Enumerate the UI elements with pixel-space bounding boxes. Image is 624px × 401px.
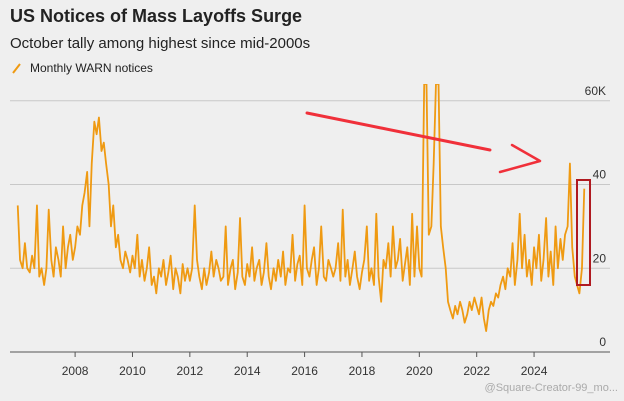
x-tick-label: 2022	[463, 364, 490, 378]
chart-subtitle: October tally among highest since mid-20…	[10, 35, 310, 52]
y-tick-label: 20	[593, 251, 607, 265]
x-tick-label: 2012	[176, 364, 203, 378]
y-tick-label: 40	[593, 168, 607, 182]
x-tick-label: 2020	[406, 364, 433, 378]
y-tick-label: 60K	[585, 84, 606, 98]
plot-area	[16, 84, 586, 332]
data-line	[16, 84, 586, 332]
annotation-arrowhead	[498, 143, 542, 174]
legend-swatch	[12, 63, 21, 74]
chart-title: US Notices of Mass Layoffs Surge	[10, 6, 302, 26]
x-tick-label: 2024	[521, 364, 548, 378]
watermark: @Square-Creator-99_mo...	[485, 382, 618, 394]
x-axis: 2008 2010 2012 2014 2016 2018 2020 2022 2024	[62, 352, 548, 378]
annotation-arrow	[305, 111, 492, 152]
annotation	[305, 111, 591, 286]
legend-label: Monthly WARN notices	[30, 61, 153, 75]
y-tick-label: 0	[599, 335, 606, 349]
x-tick-label: 2010	[119, 364, 146, 378]
highlight-box	[576, 179, 591, 286]
x-tick-label: 2018	[349, 364, 376, 378]
x-tick-label: 2008	[62, 364, 89, 378]
x-tick-label: 2016	[291, 364, 318, 378]
x-tick-label: 2014	[234, 364, 261, 378]
legend: Monthly WARN notices	[12, 61, 153, 75]
